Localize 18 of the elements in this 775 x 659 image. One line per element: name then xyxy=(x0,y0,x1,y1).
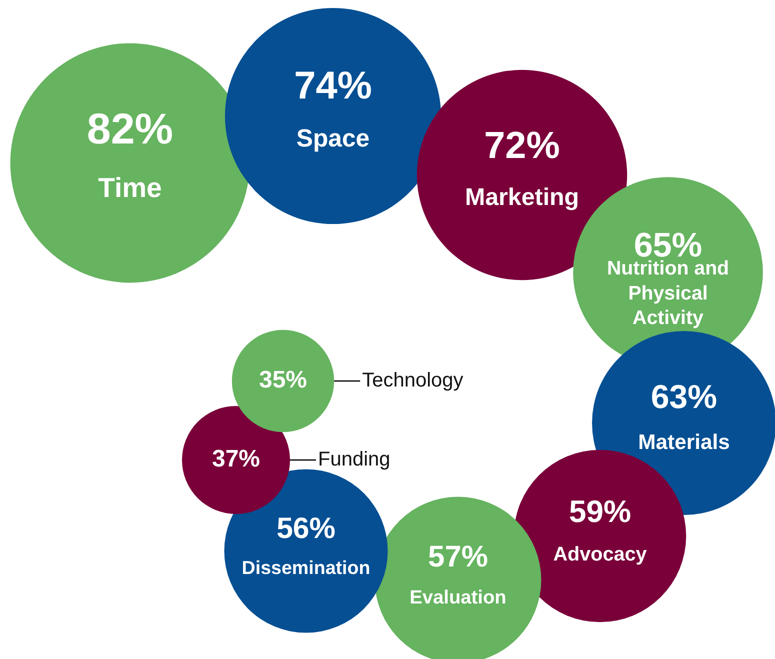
category-label: Materials xyxy=(638,431,730,454)
data-label: 35% xyxy=(258,366,308,394)
data-label: 59% xyxy=(568,494,632,530)
data-label: 37% xyxy=(212,446,260,473)
category-label: Time xyxy=(98,172,162,203)
category-label: Funding xyxy=(318,448,390,471)
data-label: 82% xyxy=(86,106,174,154)
category-label: Evaluation xyxy=(410,588,506,609)
category-label: Technology xyxy=(362,370,464,392)
data-label: 74% xyxy=(294,64,372,108)
data-label: 56% xyxy=(276,512,336,545)
category-label: Marketing xyxy=(464,184,580,211)
category-label: Dissemination xyxy=(242,557,370,578)
data-label: 63% xyxy=(650,379,718,416)
data-label: 57% xyxy=(428,540,488,574)
data-label: 72% xyxy=(484,125,560,168)
category-label: Advocacy xyxy=(553,543,647,566)
category-label: Space xyxy=(296,126,370,153)
